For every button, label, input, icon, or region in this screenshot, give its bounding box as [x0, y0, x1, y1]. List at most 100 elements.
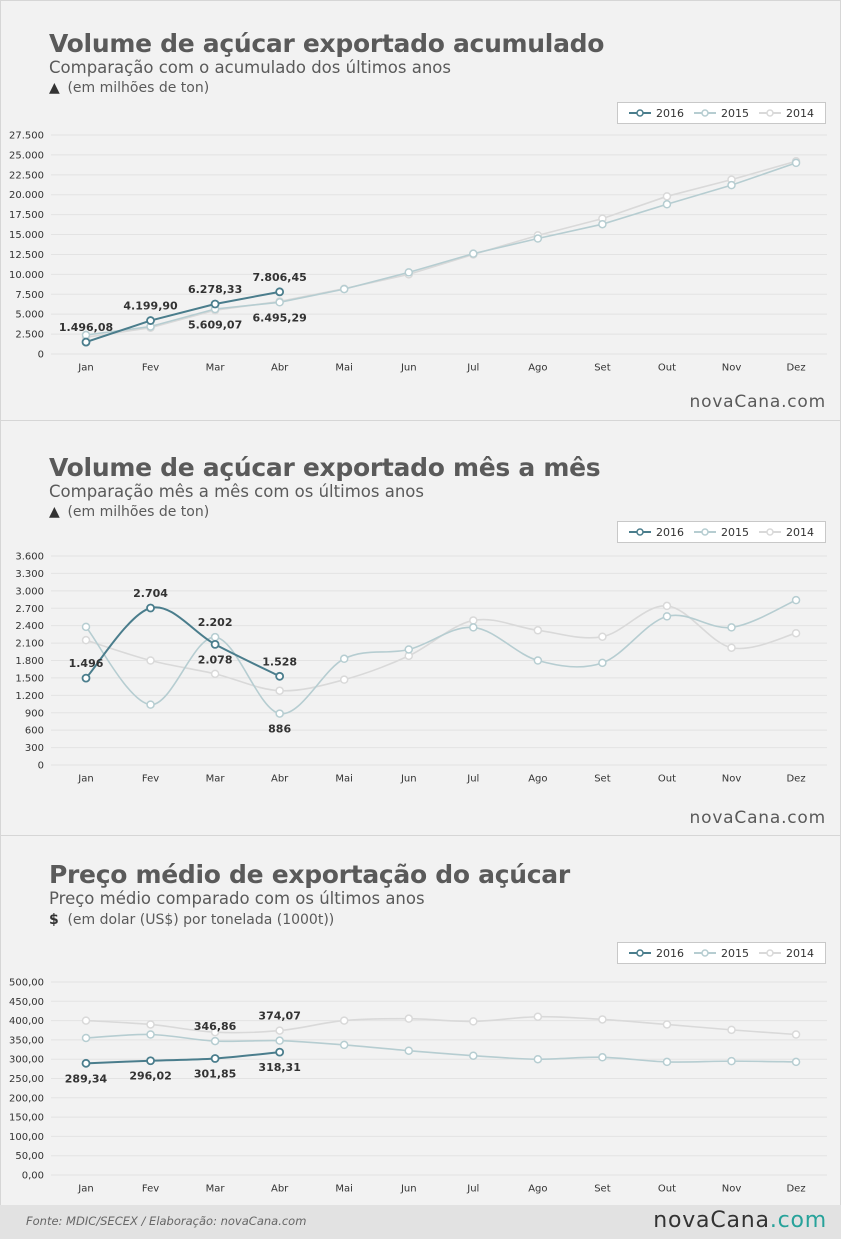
data-point-2015: [339, 654, 349, 664]
data-point-2014: [404, 1014, 413, 1023]
data-point-2015: [275, 1036, 284, 1045]
y-tick-label: 900: [25, 708, 44, 719]
chart-legend[interactable]: 2016 2015 2014: [617, 942, 826, 964]
data-label: 6.278,33: [188, 283, 242, 296]
data-label: 7.806,45: [253, 271, 307, 284]
legend-label: 2015: [721, 525, 749, 539]
legend-item-2014[interactable]: 2014: [759, 107, 814, 120]
legend-label: 2014: [786, 525, 814, 539]
data-point-2015: [533, 1054, 543, 1064]
x-tick-label: Nov: [722, 1184, 742, 1195]
brand-watermark: novaCana.com: [689, 808, 826, 828]
chart-legend[interactable]: 2016 2015 2014: [617, 102, 826, 124]
unit-label: (em milhões de ton): [67, 80, 210, 96]
data-label: 1.528: [262, 655, 297, 668]
x-tick-label: Jun: [400, 774, 417, 785]
x-tick-label: Set: [594, 363, 611, 374]
y-tick-label: 2.400: [15, 621, 44, 632]
y-tick-label: 400,00: [9, 1016, 44, 1027]
data-point-2015: [339, 284, 349, 294]
data-label: 1.496,08: [59, 321, 113, 334]
chart-legend[interactable]: 2016 2015 2014: [617, 521, 826, 543]
legend-item-2016[interactable]: 2016: [629, 947, 684, 960]
x-tick-label: Jul: [466, 1184, 479, 1195]
y-tick-label: 50,00: [15, 1151, 44, 1162]
data-point-2015: [81, 1033, 91, 1043]
data-point-2016: [275, 671, 285, 681]
x-tick-label: Set: [594, 774, 611, 785]
x-tick-label: Mai: [335, 1184, 353, 1195]
legend-label: 2016: [656, 525, 684, 539]
legend-label: 2016: [656, 946, 684, 960]
data-point-2015: [404, 645, 413, 654]
data-point-2014: [727, 1025, 736, 1035]
sugar-bag-icon: ▲: [49, 504, 60, 520]
dollar-icon: $: [49, 912, 59, 928]
y-tick-label: 0: [38, 350, 44, 361]
data-point-2014: [598, 1015, 607, 1024]
x-tick-label: Dez: [786, 774, 805, 785]
y-tick-label: 500,00: [9, 978, 44, 989]
legend-label: 2016: [656, 106, 684, 120]
y-tick-label: 250,00: [9, 1074, 44, 1085]
logo-main: novaCana: [653, 1208, 770, 1233]
data-label: 296,02: [129, 1070, 171, 1083]
data-point-2014: [533, 626, 543, 635]
chart-unit: $ (em dolar (US$) por tonelada (1000t)): [49, 912, 334, 928]
series-line-2015: [85, 162, 797, 336]
legend-label: 2014: [786, 106, 814, 120]
novacana-logo[interactable]: novaCana.com: [653, 1208, 827, 1233]
data-point-2016: [275, 1047, 285, 1057]
source-note: Fonte: MDIC/SECEX / Elaboração: novaCana…: [26, 1214, 307, 1228]
data-point-2015: [727, 1056, 736, 1066]
y-tick-label: 150,00: [9, 1113, 44, 1124]
legend-item-2016[interactable]: 2016: [629, 107, 684, 120]
data-label: 1.496: [69, 657, 104, 670]
y-tick-label: 1.800: [15, 656, 44, 667]
data-point-2015: [791, 158, 801, 168]
series-line-2016: [85, 290, 280, 344]
line-chart-cumulative: 0 2.500 5.000 7.500 10.000 12.500 15.000 17.500…: [9, 131, 827, 374]
y-tick-label: 5.000: [15, 310, 44, 321]
chart-subtitle: Comparação com o acumulado dos últimos a…: [49, 58, 451, 77]
y-tick-label: 2.700: [15, 604, 44, 615]
data-point-2016: [210, 639, 220, 649]
chart-title: Volume de açúcar exportado acumulado: [49, 29, 605, 58]
data-label: 4.199,90: [123, 300, 178, 313]
data-point-2015: [339, 1040, 349, 1050]
y-tick-label: 2.100: [15, 639, 44, 650]
data-point-2015: [146, 1030, 155, 1039]
data-point-2016: [81, 337, 91, 347]
legend-marker-2015-icon: [694, 949, 716, 957]
data-point-2015: [662, 1057, 672, 1067]
legend-marker-2016-icon: [629, 949, 651, 957]
data-point-2014: [662, 601, 672, 611]
legend-item-2014[interactable]: 2014: [759, 947, 814, 960]
legend-item-2016[interactable]: 2016: [629, 526, 684, 539]
chart-panel-cumulative: Volume de açúcar exportado acumulado Com…: [0, 0, 841, 422]
data-point-2015: [469, 623, 478, 632]
y-tick-label: 300,00: [9, 1055, 44, 1066]
data-point-2014: [469, 616, 478, 625]
legend-marker-2015-icon: [694, 528, 716, 536]
chart-subtitle: Comparação mês a mês com os últimos anos: [49, 482, 424, 501]
legend-item-2015[interactable]: 2015: [694, 526, 749, 539]
brand-watermark: novaCana.com: [689, 392, 826, 412]
y-tick-label: 17.500: [9, 210, 44, 221]
x-tick-label: Jun: [400, 1184, 417, 1195]
legend-item-2015[interactable]: 2015: [694, 107, 749, 120]
y-tick-label: 0,00: [22, 1171, 44, 1182]
data-point-2015: [404, 1046, 413, 1055]
footer: Fonte: MDIC/SECEX / Elaboração: novaCana…: [0, 1205, 841, 1239]
legend-item-2015[interactable]: 2015: [694, 947, 749, 960]
data-point-2016: [275, 287, 285, 297]
data-label: 5.609,07: [188, 318, 242, 331]
data-point-2016: [210, 299, 220, 309]
legend-item-2014[interactable]: 2014: [759, 526, 814, 539]
logo-tld: .com: [769, 1208, 827, 1233]
x-tick-label: Abr: [271, 774, 289, 785]
x-tick-label: Dez: [786, 363, 805, 374]
line-chart-monthly: 0 300 600 900 1.200 1.500 1.800 2.100 2.400 2.700…: [15, 552, 827, 785]
y-tick-label: 22.500: [9, 170, 44, 181]
data-label: 374,07: [258, 1010, 300, 1023]
